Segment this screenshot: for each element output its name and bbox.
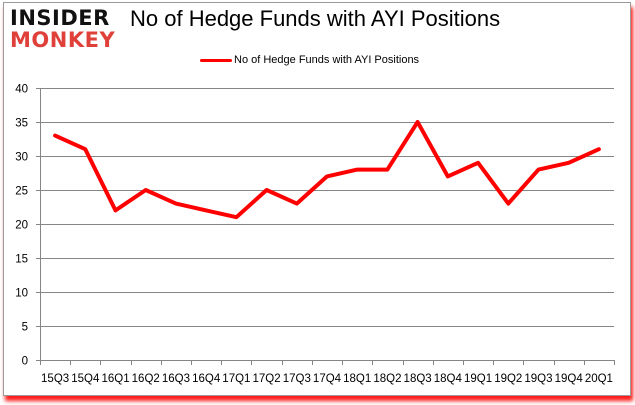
legend-label: No of Hedge Funds with AYI Positions <box>234 54 420 66</box>
x-tick-label: 17Q3 <box>283 373 311 385</box>
x-tick-label: 17Q4 <box>313 373 342 385</box>
y-tick-label: 25 <box>15 186 28 198</box>
x-tick-label: 15Q3 <box>41 373 69 385</box>
x-tick-label: 16Q4 <box>192 373 221 385</box>
x-tick-label: 18Q1 <box>343 373 371 385</box>
chart-title: No of Hedge Funds with AYI Positions <box>130 6 501 31</box>
x-tick-label: 18Q4 <box>434 373 463 385</box>
y-tick-label: 0 <box>22 356 28 368</box>
x-tick-label: 16Q1 <box>101 373 129 385</box>
x-tick-label: 19Q2 <box>494 373 522 385</box>
y-tick-label: 20 <box>15 220 28 232</box>
y-tick-label: 30 <box>15 152 28 164</box>
y-tick-label: 5 <box>22 322 28 334</box>
x-axis: 15Q3 15Q4 16Q1 16Q2 16Q3 16Q4 17Q1 17Q2 17Q3 17Q4… <box>40 360 615 385</box>
y-axis: 0 5 10 15 20 25 30 35 40 <box>15 84 41 368</box>
chart-legend: No of Hedge Funds with AYI Positions <box>200 54 419 66</box>
grid-lines <box>40 88 614 327</box>
x-tick-label: 18Q2 <box>373 373 401 385</box>
y-tick-label: 10 <box>15 288 28 300</box>
x-tick-label: 17Q1 <box>222 373 250 385</box>
y-tick-label: 15 <box>15 254 28 266</box>
series-line <box>53 120 601 220</box>
y-tick-label: 35 <box>15 118 28 130</box>
x-tick-label: 15Q4 <box>71 373 100 385</box>
logo-line-2: MONKEY <box>10 28 116 52</box>
x-tick-label: 16Q3 <box>162 373 190 385</box>
x-tick-label: 19Q1 <box>464 373 492 385</box>
x-tick-label: 16Q2 <box>132 373 160 385</box>
x-tick-label: 18Q3 <box>404 373 432 385</box>
legend-line-swatch-icon <box>200 58 232 62</box>
x-tick-label: 19Q4 <box>555 373 584 385</box>
logo-line-1: INSIDER <box>10 6 110 30</box>
y-tick-label: 40 <box>15 84 28 96</box>
x-tick-label: 17Q2 <box>253 373 281 385</box>
insider-monkey-logo: INSIDER MONKEY <box>10 6 120 54</box>
x-tick-label: 20Q1 <box>585 373 613 385</box>
x-tick-label: 19Q3 <box>524 373 552 385</box>
